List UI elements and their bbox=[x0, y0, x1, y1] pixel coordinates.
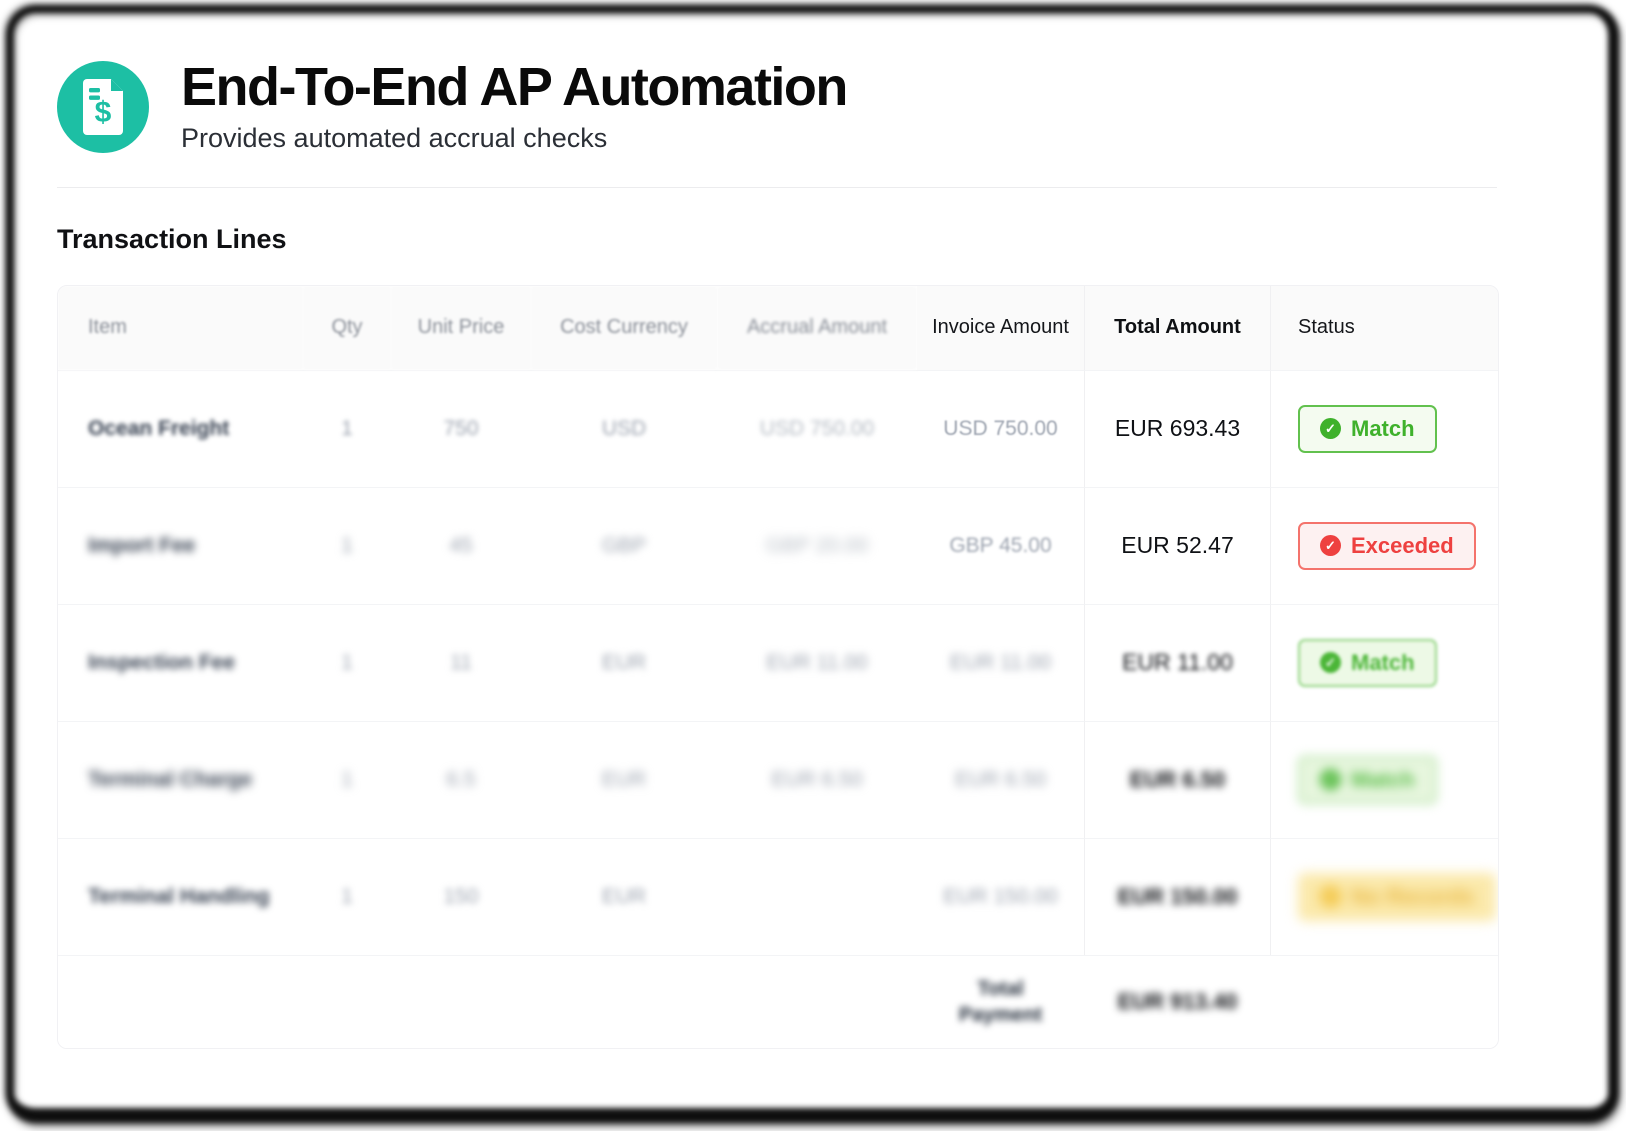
invoice-amount-value: EUR 150.00 bbox=[943, 884, 1058, 908]
table-footer-row: Total Payment EUR 913.40 bbox=[58, 954, 1498, 1048]
status-label: Match bbox=[1351, 766, 1415, 792]
column-header-accrual-amount: Accrual Amount bbox=[717, 285, 917, 370]
item-name: Terminal Charge bbox=[88, 767, 253, 791]
status-label: Exceeded bbox=[1351, 532, 1454, 558]
column-header-status: Status bbox=[1271, 285, 1498, 370]
check-circle-icon: ✓ bbox=[1320, 769, 1341, 791]
status-badge: ✓ Match bbox=[1298, 638, 1437, 687]
column-header-cost-currency: Cost Currency bbox=[531, 285, 717, 370]
total-amount-value: EUR 150.00 bbox=[1117, 883, 1238, 909]
qty-value: 1 bbox=[341, 416, 353, 440]
status-badge: ✓ No Records bbox=[1298, 872, 1497, 921]
section-title: Transaction Lines bbox=[57, 223, 287, 254]
status-badge: ✓ Match bbox=[1298, 755, 1437, 804]
column-header-total-amount: Total Amount bbox=[1084, 285, 1271, 370]
item-name: Inspection Fee bbox=[88, 650, 236, 674]
qty-value: 1 bbox=[341, 533, 353, 557]
unit-price-value: 11 bbox=[450, 650, 472, 674]
check-circle-icon: ✓ bbox=[1320, 535, 1341, 557]
total-amount-value: EUR 52.47 bbox=[1121, 532, 1234, 559]
status-label: Match bbox=[1351, 649, 1415, 675]
transaction-lines-table: Item Qty Unit Price Cost Currency Accrua… bbox=[57, 284, 1499, 1049]
page-subtitle: Provides automated accrual checks bbox=[181, 123, 608, 153]
column-header-invoice-amount: Invoice Amount bbox=[917, 285, 1084, 370]
check-circle-icon: ✓ bbox=[1320, 652, 1341, 674]
column-header-qty: Qty bbox=[303, 285, 391, 370]
svg-text:$: $ bbox=[95, 96, 112, 129]
page-title: End-To-End AP Automation bbox=[181, 57, 848, 117]
page-header: $ End-To-End AP Automation Provides auto… bbox=[57, 60, 1604, 154]
column-header-item: Item bbox=[58, 285, 303, 370]
column-header-unit-price: Unit Price bbox=[391, 285, 531, 370]
item-name: Import Fee bbox=[88, 533, 196, 557]
accrual-amount-value: EUR 6.50 bbox=[771, 767, 863, 791]
invoice-dollar-icon: $ bbox=[57, 60, 149, 153]
qty-value: 1 bbox=[341, 767, 353, 791]
cost-currency-value: EUR bbox=[601, 884, 647, 908]
table-header-row: Item Qty Unit Price Cost Currency Accrua… bbox=[58, 285, 1498, 370]
table-row: Inspection Fee 1 11 EUR EUR 11.00 EUR 11… bbox=[58, 603, 1498, 721]
invoice-amount-value: EUR 11.00 bbox=[949, 650, 1052, 674]
qty-value: 1 bbox=[341, 650, 353, 674]
cost-currency-value: GBP bbox=[601, 533, 647, 557]
table-row: Terminal Charge 1 6.5 EUR EUR 6.50 EUR 6… bbox=[58, 720, 1498, 838]
status-badge: ✓ Match bbox=[1298, 404, 1437, 453]
check-circle-icon: ✓ bbox=[1320, 886, 1341, 908]
unit-price-value: 750 bbox=[443, 416, 479, 440]
total-amount-value: EUR 6.50 bbox=[1129, 766, 1226, 792]
total-amount-value: EUR 693.43 bbox=[1114, 415, 1241, 442]
qty-value: 1 bbox=[341, 884, 353, 908]
item-name: Terminal Handling bbox=[88, 884, 270, 908]
accrual-amount-value: GBP 20.00 bbox=[765, 533, 869, 557]
status-label: No Records bbox=[1351, 883, 1475, 909]
unit-price-value: 45 bbox=[449, 533, 473, 557]
unit-price-value: 6.5 bbox=[446, 767, 476, 791]
item-name: Ocean Freight bbox=[88, 416, 230, 440]
accrual-amount-value: EUR 11.00 bbox=[766, 650, 868, 674]
status-label: Match bbox=[1351, 415, 1415, 441]
status-badge: ✓ Exceeded bbox=[1298, 521, 1476, 570]
accrual-amount-value: USD 750.00 bbox=[759, 416, 875, 440]
cost-currency-value: USD bbox=[601, 416, 647, 440]
check-circle-icon: ✓ bbox=[1320, 418, 1341, 440]
total-payment-value: EUR 913.40 bbox=[1117, 988, 1238, 1014]
invoice-amount-value: EUR 6.50 bbox=[954, 767, 1047, 791]
cost-currency-value: EUR bbox=[601, 650, 647, 674]
header-divider bbox=[57, 186, 1497, 188]
invoice-amount-value: USD 750.00 bbox=[943, 416, 1058, 440]
unit-price-value: 150 bbox=[443, 884, 479, 908]
cost-currency-value: EUR bbox=[601, 767, 647, 791]
total-amount-value: EUR 11.00 bbox=[1122, 649, 1233, 676]
table-row: Import Fee 1 45 GBP GBP 20.00 GBP 45.00 … bbox=[58, 486, 1498, 604]
total-payment-label: Total Payment bbox=[958, 977, 1043, 1026]
table-row: Terminal Handling 1 150 EUR EUR 150.00 E… bbox=[58, 837, 1498, 955]
table-row: Ocean Freight 1 750 USD USD 750.00 USD 7… bbox=[58, 369, 1498, 487]
invoice-amount-value: GBP 45.00 bbox=[949, 533, 1052, 557]
